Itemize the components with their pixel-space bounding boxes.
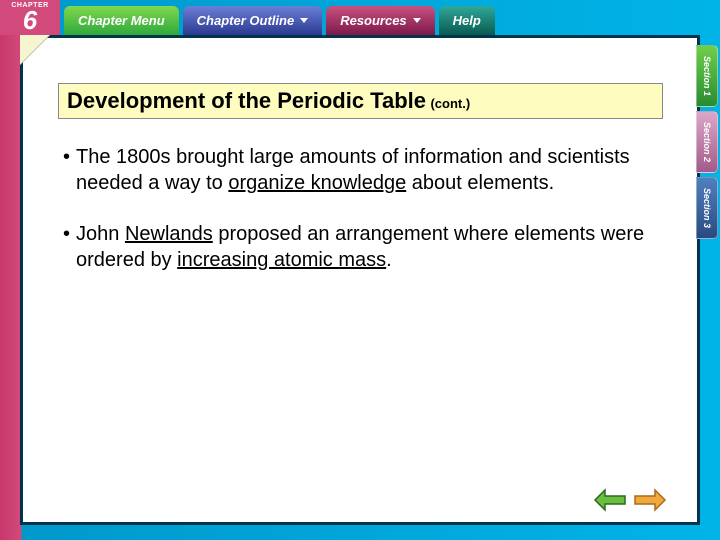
section-label: Section 1 (702, 56, 712, 96)
section-tab-2[interactable]: Section 2 (696, 111, 718, 173)
content-area: Development of the Periodic Table (cont.… (58, 83, 658, 298)
section-tab-3[interactable]: Section 3 (696, 177, 718, 239)
text-underline: increasing atomic mass (177, 249, 386, 271)
tab-resources[interactable]: Resources (326, 6, 434, 35)
nav-arrows (593, 488, 667, 512)
chapter-label: CHAPTER (11, 2, 48, 9)
tab-chapter-menu[interactable]: Chapter Menu (64, 6, 179, 35)
text-underline: organize knowledge (228, 172, 406, 194)
bullet-text: John Newlands proposed an arrangement wh… (76, 221, 658, 273)
chevron-down-icon (413, 18, 421, 23)
tab-help[interactable]: Help (439, 6, 495, 35)
section-label: Section 3 (702, 188, 712, 228)
chapter-badge: CHAPTER 6 (0, 0, 60, 35)
bullet-dot: • (58, 221, 76, 273)
section-tabs: Section 1 Section 2 Section 3 (696, 45, 718, 239)
bullet-text: The 1800s brought large amounts of infor… (76, 144, 658, 196)
text-span: . (386, 249, 392, 271)
title-main: Development of the Periodic Table (67, 88, 426, 113)
next-arrow-icon[interactable] (633, 488, 667, 512)
tab-label: Help (453, 13, 481, 28)
chevron-down-icon (300, 18, 308, 23)
text-span: about elements. (406, 172, 554, 194)
slide-frame: CHAPTER 6 Chapter Menu Chapter Outline R… (0, 0, 720, 540)
top-tab-bar: CHAPTER 6 Chapter Menu Chapter Outline R… (0, 0, 720, 35)
section-label: Section 2 (702, 122, 712, 162)
tab-chapter-outline[interactable]: Chapter Outline (183, 6, 323, 35)
bullet-item: • The 1800s brought large amounts of inf… (58, 144, 658, 196)
bullet-list: • The 1800s brought large amounts of inf… (58, 144, 658, 273)
slide-title: Development of the Periodic Table (cont.… (58, 83, 663, 119)
text-underline: Newlands (125, 223, 213, 245)
bullet-dot: • (58, 144, 76, 196)
text-span: John (76, 223, 125, 245)
chapter-number: 6 (23, 5, 37, 36)
page-fold-icon (20, 35, 50, 65)
tab-label: Chapter Outline (197, 13, 295, 28)
content-frame: Development of the Periodic Table (cont.… (20, 35, 700, 525)
bullet-item: • John Newlands proposed an arrangement … (58, 221, 658, 273)
tab-label: Resources (340, 13, 406, 28)
title-cont: (cont.) (430, 96, 470, 111)
prev-arrow-icon[interactable] (593, 488, 627, 512)
tab-label: Chapter Menu (78, 13, 165, 28)
section-tab-1[interactable]: Section 1 (696, 45, 718, 107)
